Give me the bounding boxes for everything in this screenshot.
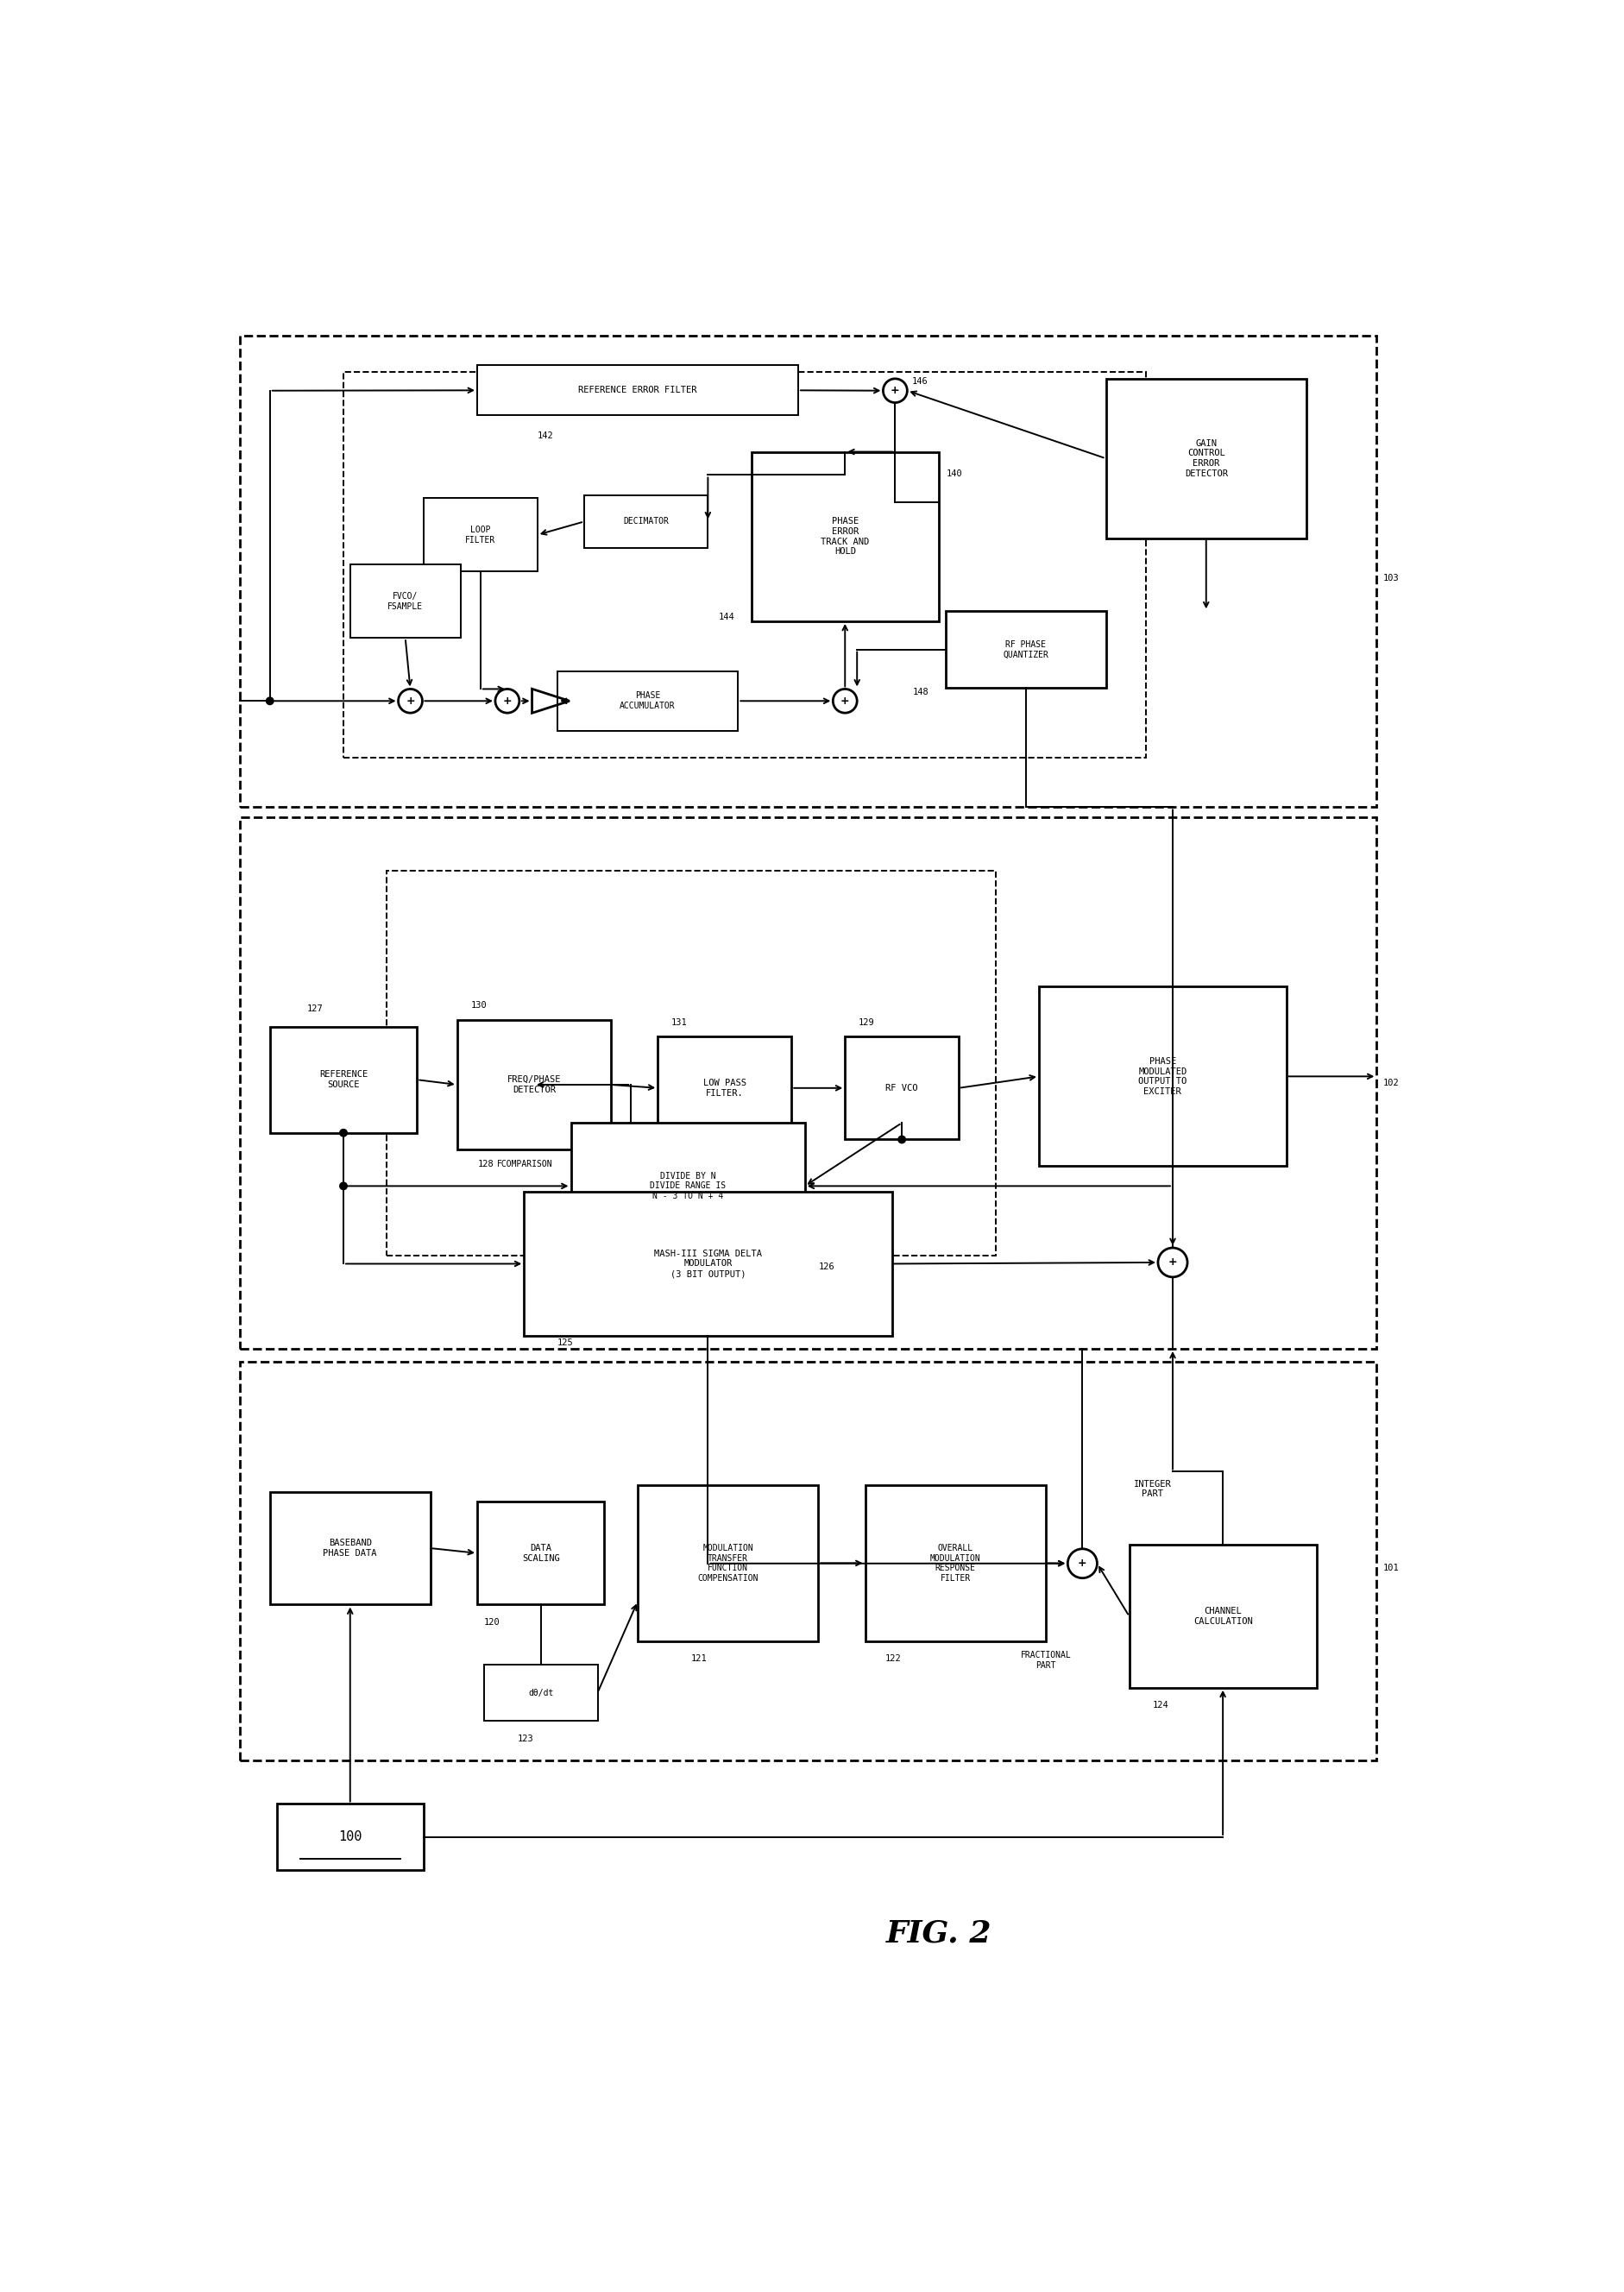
Text: 122: 122 bbox=[885, 1655, 901, 1664]
Bar bbox=[638, 1485, 818, 1641]
Text: 131: 131 bbox=[671, 1018, 687, 1027]
Text: 146: 146 bbox=[913, 376, 927, 385]
Text: 142: 142 bbox=[538, 431, 554, 440]
Bar bbox=[557, 672, 737, 731]
Text: +: + bbox=[841, 694, 849, 706]
Text: 144: 144 bbox=[718, 612, 734, 621]
Bar bbox=[658, 1036, 791, 1139]
Text: FVCO/
FSAMPLE: FVCO/ FSAMPLE bbox=[388, 591, 422, 610]
Text: FRACTIONAL
PART: FRACTIONAL PART bbox=[1020, 1650, 1070, 1671]
Text: REFERENCE
SOURCE: REFERENCE SOURCE bbox=[320, 1070, 367, 1089]
Bar bbox=[585, 495, 708, 548]
Bar bbox=[945, 612, 1106, 688]
Bar bbox=[240, 818, 1377, 1348]
Text: 103: 103 bbox=[1384, 573, 1400, 582]
Text: +: + bbox=[890, 385, 900, 397]
Text: PHASE
ACCUMULATOR: PHASE ACCUMULATOR bbox=[620, 692, 676, 711]
Text: GAIN
CONTROL
ERROR
DETECTOR: GAIN CONTROL ERROR DETECTOR bbox=[1184, 440, 1228, 477]
Circle shape bbox=[339, 1130, 348, 1137]
Text: 127: 127 bbox=[307, 1004, 323, 1013]
Bar bbox=[1039, 986, 1286, 1167]
Text: INTEGER
PART: INTEGER PART bbox=[1134, 1481, 1171, 1499]
Bar bbox=[424, 497, 538, 571]
Text: DECIMATOR: DECIMATOR bbox=[624, 518, 669, 525]
Text: LOOP
FILTER: LOOP FILTER bbox=[466, 525, 495, 543]
Circle shape bbox=[883, 378, 908, 403]
Text: 123: 123 bbox=[518, 1735, 534, 1742]
Text: 140: 140 bbox=[947, 470, 963, 479]
Circle shape bbox=[266, 697, 273, 704]
Text: FCOMPARISON: FCOMPARISON bbox=[497, 1160, 554, 1169]
Text: 129: 129 bbox=[859, 1018, 875, 1027]
Bar bbox=[752, 452, 939, 621]
Text: +: + bbox=[1168, 1256, 1177, 1267]
Text: OVERALL
MODULATION
RESPONSE
FILTER: OVERALL MODULATION RESPONSE FILTER bbox=[931, 1545, 981, 1581]
Bar bbox=[270, 1027, 417, 1132]
Text: CHANNEL
CALCULATION: CHANNEL CALCULATION bbox=[1194, 1607, 1252, 1625]
Text: DIVIDE BY N
DIVIDE RANGE IS
N - 3 TO N + 4: DIVIDE BY N DIVIDE RANGE IS N - 3 TO N +… bbox=[650, 1171, 726, 1201]
Text: +: + bbox=[503, 694, 512, 706]
Text: 101: 101 bbox=[1384, 1563, 1400, 1572]
Text: 148: 148 bbox=[913, 688, 929, 697]
Bar bbox=[484, 1664, 598, 1721]
Text: 128: 128 bbox=[477, 1160, 494, 1169]
Bar bbox=[456, 1020, 611, 1151]
Text: PHASE
MODULATED
OUTPUT TO
EXCITER: PHASE MODULATED OUTPUT TO EXCITER bbox=[1138, 1057, 1187, 1096]
Text: 124: 124 bbox=[1153, 1701, 1169, 1710]
Circle shape bbox=[833, 690, 857, 713]
Text: 130: 130 bbox=[471, 1002, 487, 1011]
Text: FIG. 2: FIG. 2 bbox=[885, 1918, 992, 1948]
Text: 126: 126 bbox=[818, 1263, 835, 1272]
Text: 125: 125 bbox=[557, 1339, 573, 1348]
Text: REFERENCE ERROR FILTER: REFERENCE ERROR FILTER bbox=[578, 385, 697, 394]
Circle shape bbox=[1067, 1549, 1098, 1579]
Text: MODULATION
TRANSFER
FUNCTION
COMPENSATION: MODULATION TRANSFER FUNCTION COMPENSATIO… bbox=[698, 1545, 758, 1581]
Circle shape bbox=[898, 1137, 906, 1144]
Bar bbox=[477, 1501, 604, 1604]
Bar bbox=[1106, 378, 1306, 539]
Text: 102: 102 bbox=[1384, 1080, 1400, 1086]
Bar bbox=[276, 1804, 424, 1870]
Bar bbox=[387, 871, 996, 1256]
Bar bbox=[240, 1361, 1377, 1760]
Text: MASH-III SIGMA DELTA
MODULATOR
(3 BIT OUTPUT): MASH-III SIGMA DELTA MODULATOR (3 BIT OU… bbox=[654, 1249, 762, 1279]
Bar bbox=[866, 1485, 1046, 1641]
Text: dθ/dt: dθ/dt bbox=[528, 1689, 554, 1696]
Circle shape bbox=[495, 690, 520, 713]
Text: +: + bbox=[1078, 1559, 1086, 1570]
Circle shape bbox=[398, 690, 422, 713]
Bar bbox=[525, 1192, 892, 1336]
Text: BASEBAND
PHASE DATA: BASEBAND PHASE DATA bbox=[323, 1538, 377, 1559]
Circle shape bbox=[339, 1183, 348, 1190]
Bar bbox=[844, 1036, 958, 1139]
Bar bbox=[351, 564, 461, 637]
Text: 100: 100 bbox=[338, 1831, 362, 1843]
Text: RF PHASE
QUANTIZER: RF PHASE QUANTIZER bbox=[1002, 639, 1049, 658]
Text: 121: 121 bbox=[692, 1655, 708, 1664]
Bar bbox=[1129, 1545, 1317, 1687]
Text: PHASE
ERROR
TRACK AND
HOLD: PHASE ERROR TRACK AND HOLD bbox=[820, 518, 869, 557]
Text: +: + bbox=[406, 694, 414, 706]
Bar bbox=[240, 335, 1377, 807]
Circle shape bbox=[1158, 1247, 1187, 1277]
Text: DATA
SCALING: DATA SCALING bbox=[521, 1545, 560, 1563]
Text: RF VCO: RF VCO bbox=[885, 1084, 918, 1093]
Bar bbox=[570, 1123, 806, 1249]
Text: LOW PASS
FILTER.: LOW PASS FILTER. bbox=[703, 1080, 745, 1098]
Text: 120: 120 bbox=[484, 1618, 500, 1627]
Bar bbox=[477, 364, 797, 415]
Bar bbox=[343, 371, 1147, 756]
Text: FREQ/PHASE
DETECTOR: FREQ/PHASE DETECTOR bbox=[507, 1075, 560, 1093]
Bar bbox=[270, 1492, 430, 1604]
